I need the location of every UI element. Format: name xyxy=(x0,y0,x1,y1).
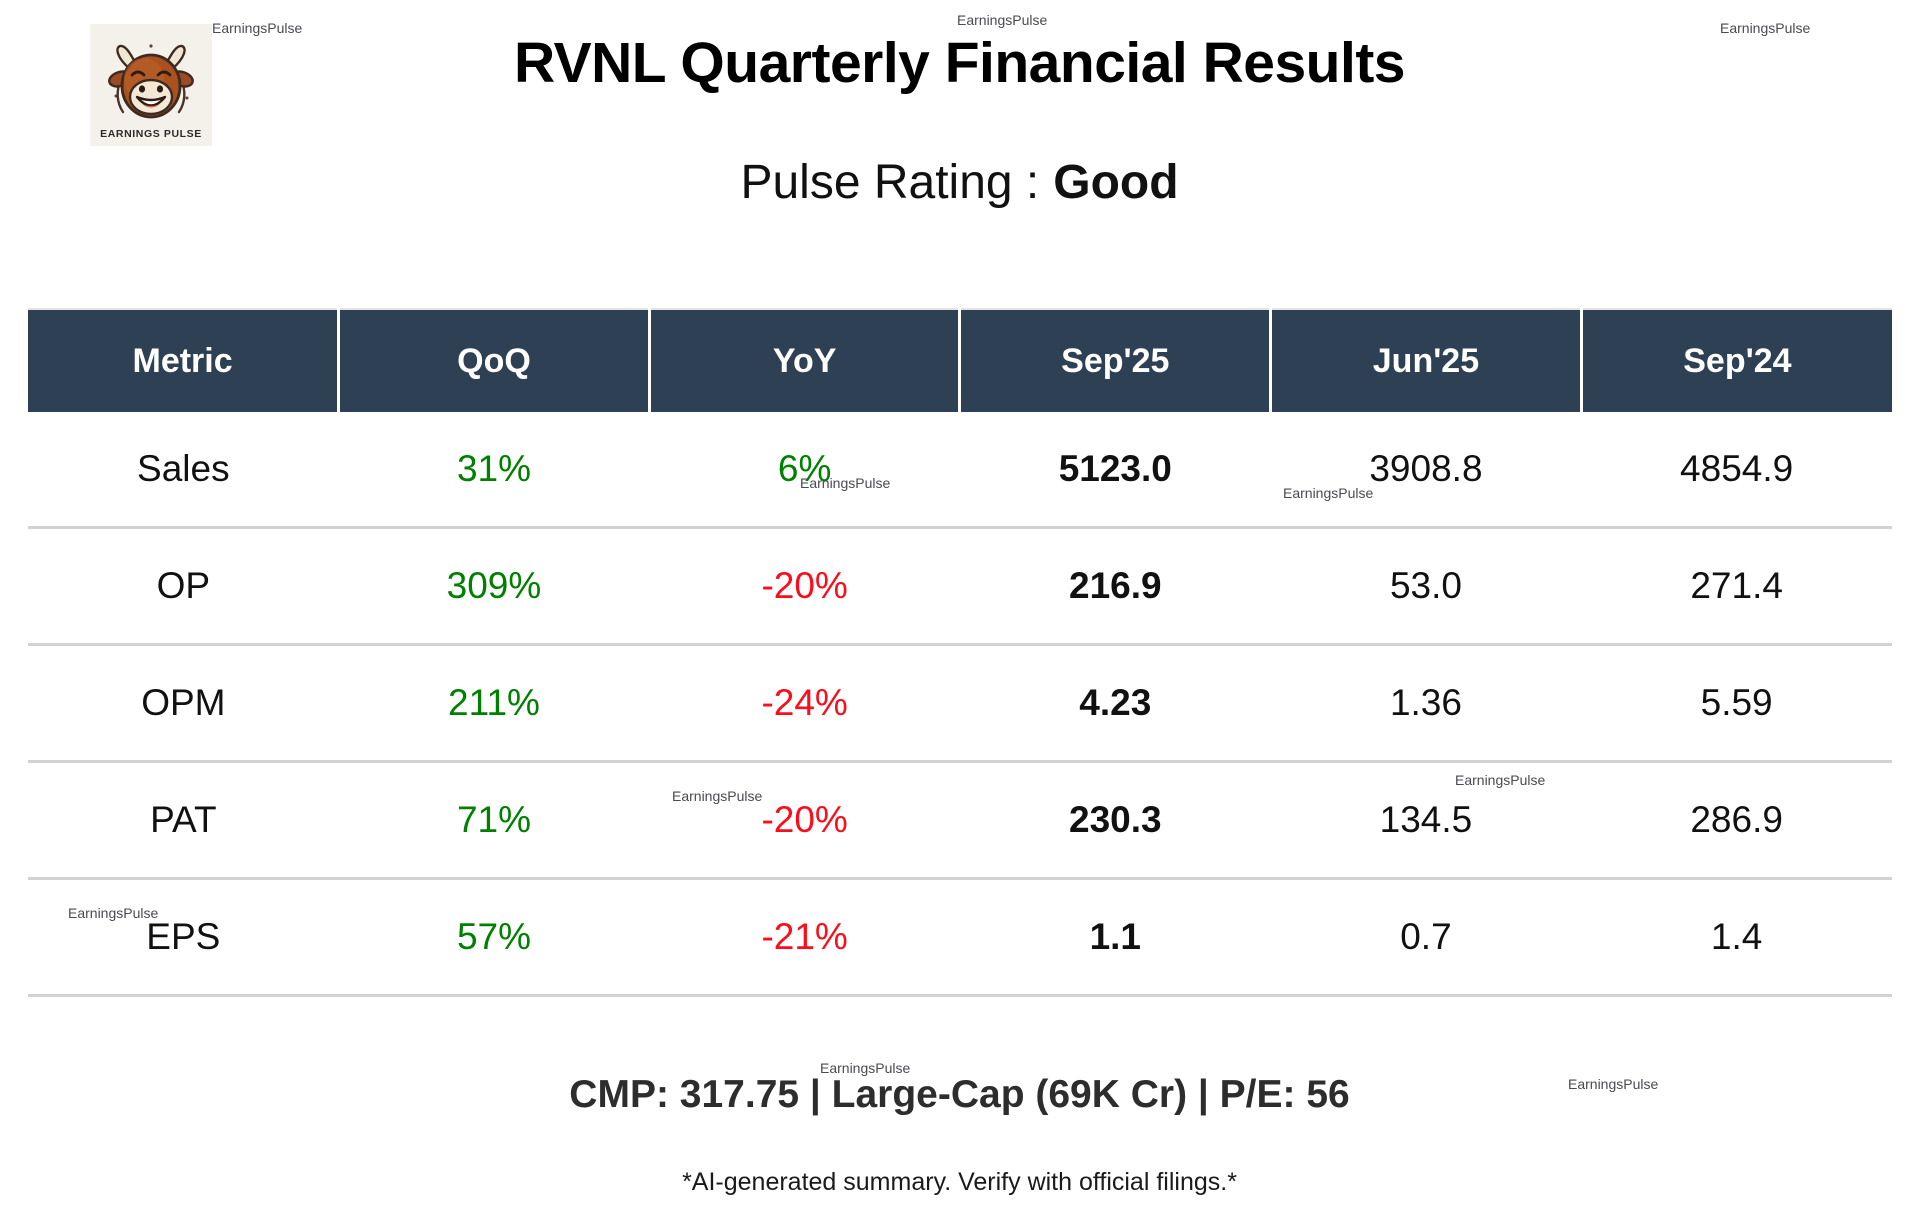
brand-logo: EARNINGS PULSE xyxy=(90,24,212,146)
sep24-value: 286.9 xyxy=(1581,761,1892,880)
table-row: OP 309% -20% 216.9 53.0 271.4 xyxy=(28,527,1892,646)
bull-mascot-icon: EARNINGS PULSE xyxy=(90,24,212,146)
page-title: RVNL Quarterly Financial Results xyxy=(513,31,1406,95)
table-row: Sales 31% 6% 5123.0 3908.8 4854.9 xyxy=(28,412,1892,529)
table-row: PAT 71% -20% 230.3 134.5 286.9 xyxy=(28,761,1892,880)
sep24-value: 5.59 xyxy=(1581,644,1892,763)
table-row: OPM 211% -24% 4.23 1.36 5.59 xyxy=(28,644,1892,763)
sep24-value: 271.4 xyxy=(1581,527,1892,646)
pulse-rating: Pulse Rating : Good xyxy=(0,155,1919,210)
jun25-value: 0.7 xyxy=(1270,878,1582,997)
sep25-value: 230.3 xyxy=(959,761,1271,880)
sep24-value: 1.4 xyxy=(1581,878,1892,997)
watermark-label: EarningsPulse xyxy=(957,12,1048,28)
metric-label: Sales xyxy=(28,412,339,529)
pulse-rating-label: Pulse Rating : xyxy=(740,156,1040,209)
sep25-value: 4.23 xyxy=(959,644,1271,763)
column-header-sep25: Sep'25 xyxy=(959,308,1273,412)
yoy-value: 6% xyxy=(649,412,960,529)
sep24-value: 4854.9 xyxy=(1581,412,1892,529)
logo-wordmark: EARNINGS PULSE xyxy=(100,128,202,140)
jun25-value: 1.36 xyxy=(1270,644,1582,763)
metric-label: PAT xyxy=(28,761,339,880)
metric-label: OPM xyxy=(28,644,339,763)
financial-results-table: Metric QoQ YoY Sep'25 Jun'25 Sep'24 Sale… xyxy=(28,308,1892,997)
yoy-value: -20% xyxy=(649,761,960,880)
disclaimer-text: *AI-generated summary. Verify with offic… xyxy=(682,1168,1237,1196)
sep25-value: 1.1 xyxy=(959,878,1271,997)
pulse-rating-value: Good xyxy=(1053,156,1179,209)
column-header-sep24: Sep'24 xyxy=(1581,308,1892,412)
yoy-value: -21% xyxy=(649,878,960,997)
jun25-value: 3908.8 xyxy=(1270,412,1582,529)
yoy-value: -20% xyxy=(649,527,960,646)
column-header-qoq: QoQ xyxy=(338,308,651,412)
qoq-value: 211% xyxy=(338,644,650,763)
qoq-value: 71% xyxy=(338,761,650,880)
sep25-value: 5123.0 xyxy=(959,412,1271,529)
jun25-value: 134.5 xyxy=(1270,761,1582,880)
yoy-value: -24% xyxy=(649,644,960,763)
qoq-value: 57% xyxy=(338,878,650,997)
column-header-jun25: Jun'25 xyxy=(1270,308,1583,412)
sep25-value: 216.9 xyxy=(959,527,1271,646)
column-header-yoy: YoY xyxy=(649,308,962,412)
metric-label: EPS xyxy=(28,878,339,997)
cmp-summary-line: CMP: 317.75 | Large-Cap (69K Cr) | P/E: … xyxy=(569,1073,1350,1116)
jun25-value: 53.0 xyxy=(1270,527,1582,646)
qoq-value: 31% xyxy=(338,412,650,529)
table-header-row: Metric QoQ YoY Sep'25 Jun'25 Sep'24 xyxy=(28,308,1892,412)
table-row: EPS 57% -21% 1.1 0.7 1.4 xyxy=(28,878,1892,997)
metric-label: OP xyxy=(28,527,339,646)
column-header-metric: Metric xyxy=(28,308,341,412)
qoq-value: 309% xyxy=(338,527,650,646)
